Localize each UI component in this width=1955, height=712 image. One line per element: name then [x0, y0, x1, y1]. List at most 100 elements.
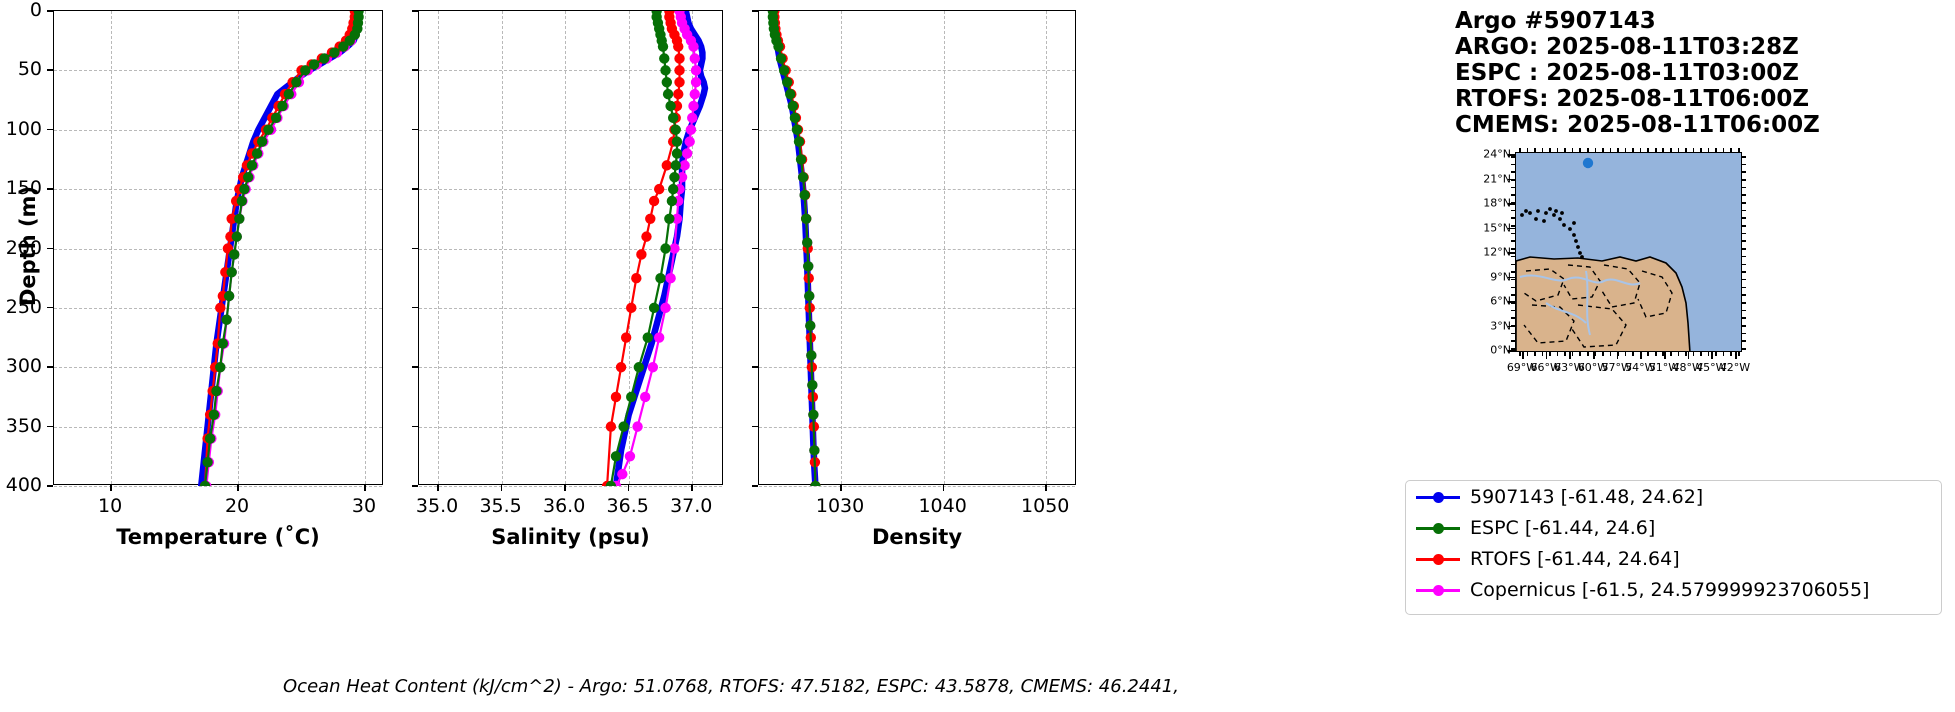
legend-label: RTOFS [-61.44, 24.64]: [1470, 547, 1680, 570]
map-lat-label: 6°N: [1490, 294, 1511, 308]
map-lat-label: 3°N: [1490, 319, 1511, 332]
map-lat-tick: [1508, 350, 1515, 352]
y-tick-label: 300: [5, 355, 42, 378]
map-lat-minor-tick-right: [1742, 332, 1746, 335]
map-lon-minor-tick-top: [1677, 148, 1680, 152]
map-lon-minor-tick-top: [1624, 148, 1627, 152]
y-tick-mark: [412, 485, 418, 487]
map-lon-tick: [1735, 352, 1737, 359]
map-lat-minor-tick-right: [1742, 278, 1746, 281]
map-lat-tick: [1508, 252, 1515, 254]
x-tick-label: 1030: [815, 495, 865, 517]
map-lon-label: 69°W: [1506, 361, 1538, 374]
map-lon-minor-tick-top: [1519, 148, 1521, 152]
map-lon-minor-tick-top: [1730, 148, 1733, 152]
map-lat-minor-tick: [1511, 225, 1515, 227]
map-lon-minor-tick: [1677, 352, 1680, 356]
series-espc: [605, 11, 683, 486]
map-lat-minor-tick-right: [1742, 163, 1746, 166]
map-lon-minor-tick: [1564, 352, 1566, 356]
map-lon-minor-tick-top: [1609, 148, 1612, 152]
map-lat-minor-tick: [1511, 240, 1515, 243]
gridline-v: [364, 11, 366, 484]
map-lat-minor-tick: [1511, 171, 1515, 173]
map-lon-minor-tick-top: [1602, 148, 1604, 152]
gridline-v: [628, 11, 630, 484]
map-lat-minor-tick-right: [1742, 194, 1746, 196]
gridline-h: [419, 426, 722, 428]
y-tick-mark: [752, 128, 758, 131]
y-tick-label: 0: [29, 0, 42, 21]
map-lon-minor-tick-top: [1707, 148, 1710, 152]
map-lat-minor-tick-right: [1742, 209, 1746, 212]
map-lon-minor-tick: [1602, 352, 1604, 356]
map-lat-minor-tick: [1511, 263, 1515, 266]
map-lon-minor-tick: [1534, 352, 1536, 356]
map-lon-tick: [1545, 352, 1548, 359]
map-lat-minor-tick-right: [1742, 255, 1746, 258]
legend-color-swatch: [1416, 581, 1460, 599]
map-lat-minor-tick: [1511, 179, 1515, 181]
series-espc: [199, 11, 364, 486]
series-espc: [767, 11, 821, 486]
map-lon-minor-tick: [1685, 352, 1687, 356]
gridline-v: [111, 11, 113, 484]
y-tick-mark: [47, 69, 53, 71]
map-lat-minor-tick-right: [1742, 263, 1746, 266]
map-lat-minor-tick-right: [1742, 240, 1746, 243]
x-tick-mark: [110, 485, 112, 491]
x-tick-label: 36.0: [542, 495, 586, 517]
gridline-v: [1046, 11, 1048, 484]
x-tick-label: 1040: [918, 495, 967, 517]
gridline-h: [54, 70, 382, 72]
map-lon-tick: [1569, 352, 1571, 359]
map-lat-minor-tick-right: [1742, 202, 1746, 204]
map-lat-minor-tick-right: [1742, 171, 1746, 173]
gridline-h: [419, 248, 722, 250]
gridline-h: [759, 70, 1075, 72]
legend-item[interactable]: RTOFS [-61.44, 24.64]: [1406, 543, 1941, 574]
map-lon-minor-tick-top: [1541, 148, 1544, 152]
map-lat-label: 12°N: [1483, 245, 1511, 259]
gridline-v: [565, 11, 567, 484]
gridline-h: [54, 426, 382, 428]
x-tick-mark: [437, 485, 439, 491]
map-lat-tick: [1508, 154, 1515, 156]
legend-item[interactable]: Copernicus [-61.5, 24.579999923706055]: [1406, 574, 1941, 605]
x-tick-label: 35.0: [415, 495, 459, 517]
map-lon-minor-tick-top: [1692, 148, 1695, 152]
legend-item[interactable]: 5907143 [-61.48, 24.62]: [1406, 481, 1941, 512]
location-map[interactable]: [1515, 152, 1742, 352]
x-axis-title-1: Salinity (psu): [491, 525, 650, 549]
legend-item[interactable]: ESPC [-61.44, 24.6]: [1406, 512, 1941, 543]
map-lat-minor-tick-right: [1742, 232, 1746, 235]
map-lon-label: 54°W: [1625, 361, 1656, 374]
y-tick-label: 50: [17, 58, 42, 81]
map-lon-minor-tick: [1639, 352, 1642, 356]
metadata-line-2: ESPC : 2025-08-11T03:00Z: [1455, 60, 1799, 86]
y-tick-mark: [412, 247, 418, 250]
y-tick-mark: [752, 366, 758, 368]
series-layer: [197, 11, 364, 486]
map-lon-minor-tick-top: [1685, 148, 1687, 152]
float-position-marker: [1582, 157, 1594, 169]
map-lat-minor-tick-right: [1742, 225, 1746, 227]
map-lat-minor-tick-right: [1742, 179, 1746, 181]
x-tick-label: 10: [98, 495, 123, 517]
map-lat-minor-tick: [1511, 186, 1515, 189]
map-lon-tick: [1687, 352, 1690, 359]
map-lon-tick: [1664, 352, 1666, 359]
map-lat-minor-tick: [1511, 286, 1515, 289]
map-lon-label: 51°W: [1648, 361, 1680, 374]
legend-color-swatch: [1416, 519, 1460, 537]
map-lon-minor-tick-top: [1662, 148, 1665, 152]
metadata-line-0: Argo #5907143: [1455, 8, 1656, 34]
y-tick-label: 100: [5, 117, 42, 140]
map-lon-minor-tick-top: [1700, 148, 1702, 152]
map-lat-tick: [1508, 227, 1515, 230]
gridline-h: [419, 307, 722, 309]
x-tick-mark: [691, 485, 693, 491]
legend-marker-dot: [1433, 522, 1444, 534]
map-lon-minor-tick: [1586, 352, 1589, 356]
map-lat-minor-tick-right: [1742, 348, 1746, 350]
